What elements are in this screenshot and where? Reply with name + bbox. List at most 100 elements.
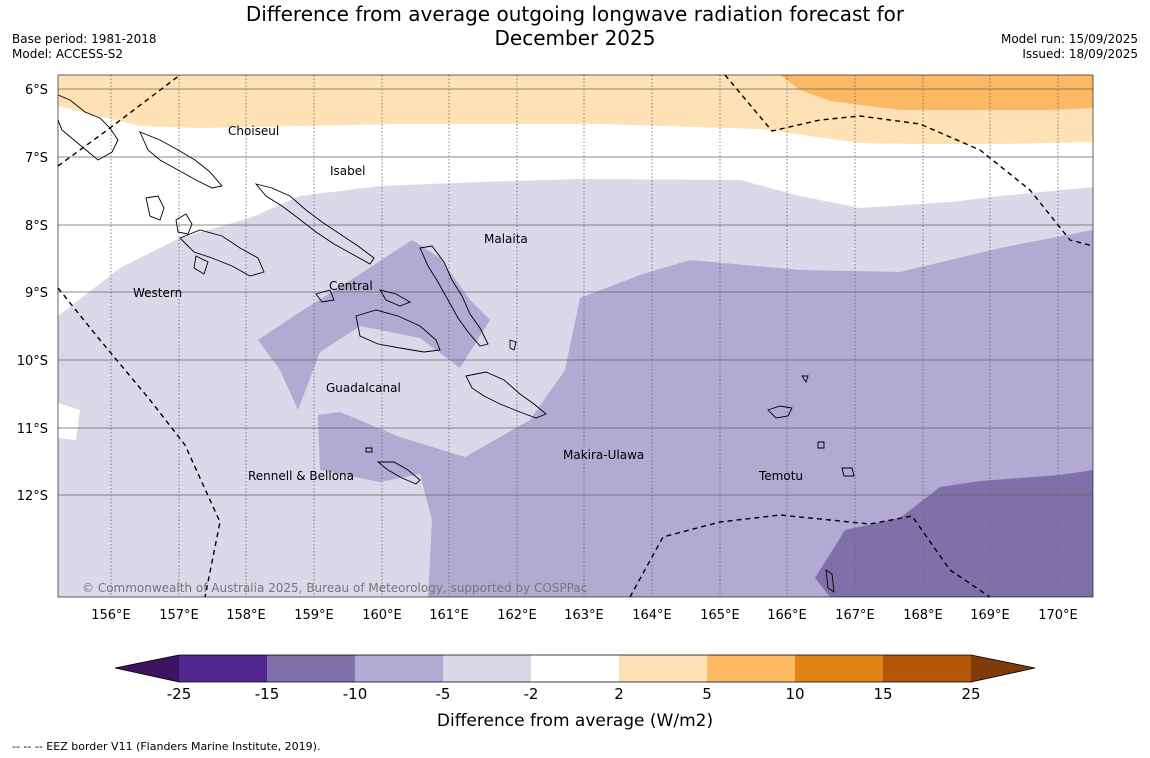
lon-label: 160°E: [362, 608, 402, 623]
lon-label: 164°E: [632, 608, 672, 623]
colorbar-tick: 5: [702, 685, 712, 703]
lat-label: 12°S: [17, 489, 48, 504]
small-malaita-coast: [509, 339, 517, 351]
band-minus10-minus5-east: [318, 230, 1093, 597]
colorbar-segment: [795, 655, 883, 682]
province-label: Isabel: [330, 164, 365, 178]
kolombangara-coast: [175, 213, 193, 235]
copyright-notice: © Commonwealth of Australia 2025, Bureau…: [82, 581, 587, 595]
colorbar-tick: 15: [873, 685, 892, 703]
lon-label: 166°E: [767, 608, 807, 623]
province-labels: Choiseul Isabel Malaita Western Central …: [133, 124, 803, 483]
province-label: Choiseul: [228, 124, 279, 138]
nggela-coast: [379, 289, 412, 307]
graticule: [58, 88, 1093, 496]
province-label: Malaita: [484, 232, 528, 246]
province-label: Central: [329, 279, 373, 293]
reef-islands-coast: [801, 375, 809, 384]
colorbar: [114, 654, 1036, 683]
issued-date: Issued: 18/09/2025: [1022, 47, 1138, 61]
colorbar-tick: 25: [961, 685, 980, 703]
colorbar-segment: [619, 655, 707, 682]
coast-westpatch: [58, 403, 80, 440]
colorbar-outline: [114, 654, 1036, 683]
colorbar-tick: -2: [524, 685, 539, 703]
lon-label: 161°E: [429, 608, 469, 623]
lat-label: 11°S: [17, 422, 48, 437]
lon-label: 157°E: [159, 608, 199, 623]
lat-label: 7°S: [25, 151, 48, 166]
title-line-1: Difference from average outgoing longwav…: [245, 2, 905, 26]
province-label: Guadalcanal: [326, 381, 401, 395]
vanikoro-coast: [841, 467, 855, 477]
base-period: Base period: 1981-2018: [12, 32, 157, 46]
eez-footnote: -- -- -- EEZ border V11 (Flanders Marine…: [12, 740, 321, 753]
province-label: Temotu: [758, 469, 803, 483]
colorbar-tick: 10: [785, 685, 804, 703]
lon-label: 169°E: [970, 608, 1010, 623]
province-label: Western: [133, 286, 182, 300]
colorbar-extend-low: [115, 655, 179, 682]
colorbar-segment: [267, 655, 355, 682]
colorbar-segment: [883, 655, 971, 682]
title-line-2: December 2025: [494, 26, 656, 50]
colorbar-segment: [355, 655, 443, 682]
bellona-coast: [365, 447, 373, 453]
colorbar-label: Difference from average (W/m2): [437, 711, 713, 731]
lon-label: 162°E: [497, 608, 537, 623]
colorbar-ticks: -25 -15 -10 -5 -2 2 5 10 15 25: [167, 685, 981, 703]
band-minus15-minus10: [815, 470, 1093, 597]
colorbar-tick: 2: [614, 685, 624, 703]
bougainville-coast: [57, 94, 119, 161]
run-info: Model run: 15/09/2025 Issued: 18/09/2025: [1001, 32, 1138, 62]
colorbar-tick: -10: [343, 685, 368, 703]
colorbar-segment: [531, 655, 619, 682]
anomaly-field: [58, 75, 1093, 597]
colorbar-tick: -15: [255, 685, 280, 703]
vella-lavella-coast: [145, 195, 165, 221]
rennell-coast: [376, 461, 421, 485]
plot-frame: [57, 74, 1094, 598]
model-run: Model run: 15/09/2025: [1000, 32, 1138, 46]
lon-label: 158°E: [226, 608, 266, 623]
utupua-coast: [817, 441, 825, 449]
lon-label: 159°E: [294, 608, 334, 623]
colorbar-tick: -5: [436, 685, 451, 703]
colorbar-segment: [707, 655, 795, 682]
lat-label: 10°S: [17, 354, 48, 369]
lon-label: 163°E: [564, 608, 604, 623]
guadalcanal-coast: [355, 309, 441, 353]
lon-label: 156°E: [91, 608, 131, 623]
malaita-coast: [419, 245, 489, 347]
islands: [57, 94, 855, 593]
eez-borders: [57, 74, 1094, 598]
province-label: Rennell & Bellona: [248, 469, 354, 483]
lat-label: 8°S: [25, 219, 48, 234]
lat-label: 6°S: [25, 83, 48, 98]
lon-label: 170°E: [1038, 608, 1078, 623]
eez-north-west: [57, 74, 181, 167]
province-label: Makira-Ulawa: [563, 448, 644, 462]
meridians: [110, 75, 1059, 597]
lon-label: 167°E: [835, 608, 875, 623]
lon-axis-labels: 156°E 157°E 158°E 159°E 160°E 161°E 162°…: [91, 608, 1078, 623]
colorbar-segment: [443, 655, 531, 682]
makira-coast: [465, 371, 547, 419]
rendova-coast: [193, 255, 209, 275]
russell-coast: [315, 289, 335, 303]
colorbar-tick: -25: [167, 685, 192, 703]
colorbar-segment: [179, 655, 267, 682]
band-plus5-plus10: [780, 75, 1093, 110]
band-minus10-minus5-west: [258, 240, 490, 410]
eez-south-east: [629, 514, 991, 598]
choiseul-coast: [139, 131, 223, 189]
base-info: Base period: 1981-2018 Model: ACCESS-S2: [12, 32, 157, 62]
lon-label: 165°E: [700, 608, 740, 623]
lon-label: 168°E: [903, 608, 943, 623]
santa-cruz-coast: [767, 405, 793, 419]
new-georgia-coast: [179, 229, 265, 277]
model-name: Model: ACCESS-S2: [12, 47, 124, 61]
map-title: Difference from average outgoing longwav…: [200, 2, 950, 50]
colorbar-extend-high: [971, 655, 1035, 682]
